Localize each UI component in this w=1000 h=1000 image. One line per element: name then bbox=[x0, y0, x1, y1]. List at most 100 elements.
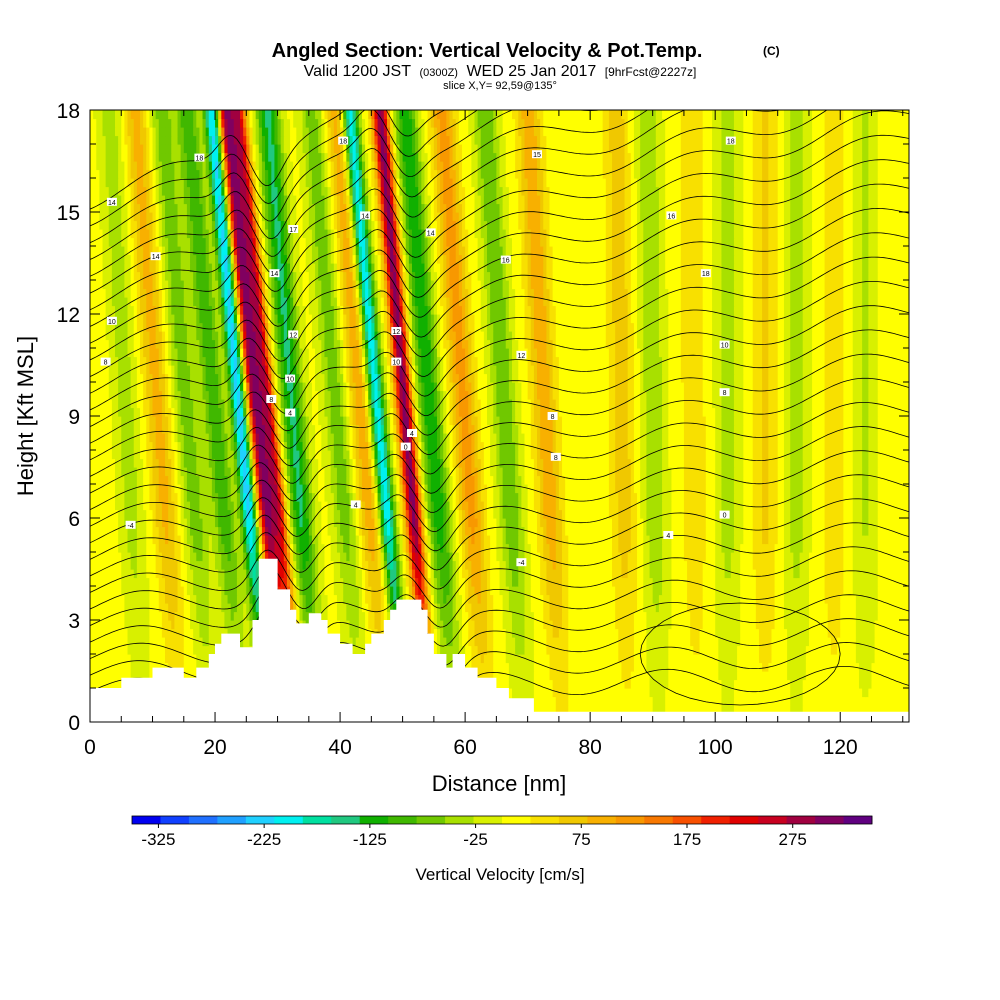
velocity-cell bbox=[537, 705, 541, 715]
velocity-cell bbox=[821, 679, 826, 689]
velocity-cell bbox=[108, 654, 113, 664]
velocity-cell bbox=[605, 696, 610, 706]
velocity-cell bbox=[571, 705, 576, 715]
velocity-cell bbox=[449, 645, 454, 655]
velocity-cell bbox=[771, 662, 776, 672]
velocity-cell bbox=[727, 705, 732, 715]
velocity-cell bbox=[633, 696, 638, 706]
velocity-cell bbox=[883, 662, 888, 672]
velocity-cell bbox=[136, 662, 141, 672]
velocity-cell bbox=[837, 696, 841, 706]
velocity-cell bbox=[677, 679, 682, 689]
velocity-cell bbox=[599, 705, 604, 715]
velocity-cell bbox=[596, 679, 601, 689]
velocity-cell bbox=[118, 671, 122, 681]
velocity-cell bbox=[740, 654, 744, 664]
velocity-cell bbox=[849, 671, 854, 681]
velocity-cell bbox=[721, 696, 726, 706]
velocity-cell bbox=[618, 654, 623, 664]
velocity-cell bbox=[533, 696, 538, 706]
velocity-cell bbox=[655, 671, 660, 681]
velocity-cell bbox=[474, 662, 479, 672]
velocity-cell bbox=[549, 671, 554, 681]
velocity-cell bbox=[887, 679, 891, 689]
velocity-cell bbox=[90, 645, 94, 655]
velocity-cell bbox=[880, 696, 885, 706]
velocity-cell bbox=[555, 696, 560, 706]
velocity-cell bbox=[149, 671, 154, 681]
velocity-cell bbox=[890, 705, 894, 715]
velocity-cell bbox=[515, 662, 519, 672]
velocity-cell bbox=[658, 679, 663, 689]
velocity-cell bbox=[627, 654, 632, 664]
velocity-cell bbox=[846, 671, 851, 681]
velocity-cell bbox=[165, 662, 169, 672]
velocity-cell bbox=[205, 654, 210, 664]
velocity-cell bbox=[468, 654, 472, 664]
velocity-cell bbox=[608, 705, 613, 715]
velocity-cell bbox=[527, 679, 532, 689]
velocity-cell bbox=[752, 688, 757, 698]
velocity-cell bbox=[587, 688, 591, 698]
velocity-cell bbox=[824, 696, 829, 706]
velocity-cell bbox=[596, 662, 601, 672]
velocity-cell bbox=[865, 679, 869, 689]
velocity-cell bbox=[796, 679, 801, 689]
velocity-cell bbox=[471, 662, 476, 672]
velocity-cell bbox=[680, 688, 685, 698]
velocity-cell bbox=[793, 679, 798, 689]
velocity-cell bbox=[762, 696, 766, 706]
velocity-cell bbox=[646, 679, 651, 689]
velocity-cell bbox=[733, 696, 738, 706]
velocity-cell bbox=[890, 696, 894, 706]
velocity-cell bbox=[905, 696, 909, 706]
velocity-cell bbox=[787, 671, 791, 681]
velocity-cell bbox=[665, 705, 669, 715]
velocity-cell bbox=[637, 679, 641, 689]
velocity-cell bbox=[715, 671, 719, 681]
velocity-cell bbox=[865, 696, 869, 706]
velocity-cell bbox=[637, 696, 641, 706]
velocity-cell bbox=[624, 679, 629, 689]
velocity-cell bbox=[571, 671, 576, 681]
velocity-cell bbox=[652, 696, 657, 706]
velocity-cell bbox=[133, 662, 138, 672]
velocity-cell bbox=[111, 679, 116, 689]
velocity-cell bbox=[796, 696, 801, 706]
velocity-cell bbox=[830, 671, 835, 681]
velocity-cell bbox=[668, 705, 673, 715]
velocity-cell bbox=[568, 696, 572, 706]
velocity-cell bbox=[512, 671, 516, 681]
velocity-cell bbox=[602, 671, 607, 681]
velocity-cell bbox=[743, 688, 748, 698]
velocity-cell bbox=[658, 662, 663, 672]
velocity-cell bbox=[483, 654, 488, 664]
velocity-cell bbox=[90, 679, 94, 689]
velocity-cell bbox=[696, 688, 701, 698]
velocity-cell bbox=[752, 696, 757, 706]
velocity-cell bbox=[521, 679, 526, 689]
velocity-cell bbox=[174, 654, 179, 664]
velocity-cell bbox=[205, 662, 210, 672]
velocity-cell bbox=[818, 705, 823, 715]
velocity-cell bbox=[599, 688, 604, 698]
velocity-cell bbox=[855, 679, 860, 689]
velocity-cell bbox=[149, 662, 154, 672]
velocity-cell bbox=[599, 662, 604, 672]
velocity-cell bbox=[752, 671, 757, 681]
velocity-cell bbox=[111, 671, 116, 681]
velocity-cell bbox=[858, 654, 863, 664]
velocity-cell bbox=[890, 662, 894, 672]
velocity-cell bbox=[883, 654, 888, 664]
velocity-cell bbox=[521, 654, 526, 664]
velocity-cell bbox=[783, 679, 788, 689]
subtitle-forecast: [9hrFcst@2227z] bbox=[605, 65, 697, 79]
velocity-cell bbox=[549, 654, 554, 664]
velocity-cell bbox=[768, 696, 773, 706]
velocity-cell bbox=[790, 671, 794, 681]
velocity-cell bbox=[590, 696, 594, 706]
velocity-cell bbox=[449, 662, 454, 672]
velocity-cell bbox=[899, 696, 904, 706]
velocity-cell bbox=[890, 671, 894, 681]
velocity-cell bbox=[768, 654, 773, 664]
